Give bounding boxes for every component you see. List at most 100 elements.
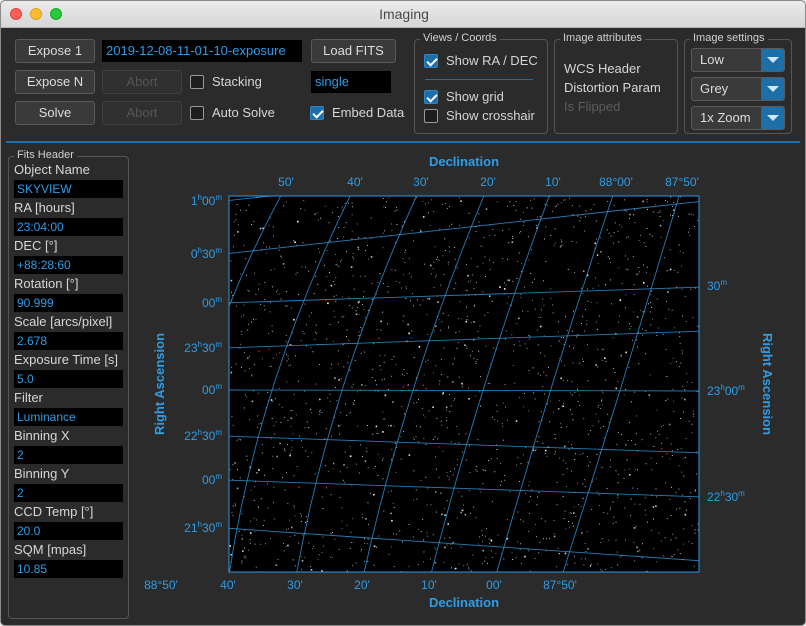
ra-grid-line (229, 435, 699, 454)
bottom-tick-label: 88°50' (144, 578, 178, 592)
right-tick-label: 22h30m (707, 489, 745, 504)
fits-label-6: Filter (14, 390, 43, 405)
top-tick-label: 10' (545, 175, 561, 189)
fits-value-0: SKYVIEW (14, 180, 123, 198)
dec-grid-line (496, 196, 614, 572)
fits-label-3: Rotation [°] (14, 276, 79, 291)
views-coords-title: Views / Coords (420, 32, 500, 44)
ra-grid-line (229, 330, 699, 349)
ra-grid-line (229, 201, 699, 254)
star-field (229, 196, 699, 572)
bottom-tick-label: 10' (421, 578, 437, 592)
image-plot[interactable]: 50' 40' 30' 20' 10' 88°00' 87°50' 88°50' 40' 30'… (136, 149, 801, 619)
left-tick-label: 0h30m (191, 246, 223, 261)
is-flipped-indicator: Is Flipped (564, 99, 621, 114)
fits-label-9: CCD Temp [°] (14, 504, 94, 519)
minimize-window-button[interactable] (30, 8, 42, 20)
fits-value-7: 2 (14, 446, 123, 464)
right-tick-label: 23h00m (707, 383, 745, 398)
top-tick-label: 40' (347, 175, 363, 189)
bottom-tick-label: 40' (220, 578, 236, 592)
show-grid-checkbox[interactable] (424, 90, 438, 104)
load-fits-button[interactable]: Load FITS (311, 39, 396, 63)
left-tick-label: 00m (202, 382, 222, 397)
mode-input[interactable]: single (311, 71, 391, 93)
fits-label-10: SQM [mpas] (14, 542, 87, 557)
fits-label-2: DEC [°] (14, 238, 58, 253)
abort-solve-button[interactable]: Abort (102, 101, 182, 125)
dec-grid-line (296, 196, 417, 572)
bottom-tick-label: 20' (354, 578, 370, 592)
left-tick-label: 21h30m (184, 520, 222, 535)
show-radec-checkbox[interactable] (424, 54, 438, 68)
filename-input[interactable]: 2019-12-08-11-01-10-exposure (102, 40, 302, 62)
fits-value-5: 5.0 (14, 370, 123, 388)
fits-label-5: Exposure Time [s] (14, 352, 119, 367)
fits-value-1: 23:04:00 (14, 218, 123, 236)
close-window-button[interactable] (10, 8, 22, 20)
right-tick-label: 30m (707, 278, 727, 293)
left-tick-label: 1h00m (191, 193, 223, 208)
left-ticks: 1h00m 0h30m 00m 23h30m 00m 22h30m 00m 21h30m (184, 193, 222, 535)
image-frame (228, 195, 700, 573)
dec-grid-line (363, 196, 485, 572)
toolbar-separator (6, 141, 800, 143)
ra-grid-line (229, 479, 699, 498)
expose-1-button[interactable]: Expose 1 (15, 39, 95, 63)
bottom-axis-title: Declination (429, 595, 499, 610)
dec-grid-line (431, 196, 550, 572)
ra-grid-line (229, 286, 699, 304)
image-attributes-group: Image attributes WCS Header Distortion P… (554, 32, 678, 134)
fits-value-3: 90.999 (14, 294, 123, 312)
star-image[interactable] (229, 196, 699, 572)
fits-value-6: Luminance (14, 408, 123, 426)
title-bar[interactable]: Imaging (1, 1, 805, 28)
expose-n-button[interactable]: Expose N (15, 70, 95, 94)
fits-label-8: Binning Y (14, 466, 70, 481)
top-tick-label: 88°00' (599, 175, 633, 189)
left-axis-title: Right Ascension (152, 333, 167, 435)
embed-data-label: Embed Data (332, 105, 405, 120)
left-tick-label: 23h30m (184, 340, 222, 355)
abort-expose-button[interactable]: Abort (102, 70, 182, 94)
bottom-tick-label: 30' (287, 578, 303, 592)
auto-solve-checkbox[interactable] (190, 106, 204, 120)
stacking-checkbox[interactable] (190, 75, 204, 89)
show-crosshair-label: Show crosshair (446, 108, 535, 123)
top-ticks: 50' 40' 30' 20' 10' 88°00' 87°50' (278, 175, 699, 189)
solve-button[interactable]: Solve (15, 101, 95, 125)
bottom-ticks: 88°50' 40' 30' 20' 10' 00' 87°50' (144, 578, 577, 592)
top-axis-title: Declination (429, 154, 499, 169)
maximize-window-button[interactable] (50, 8, 62, 20)
left-tick-label: 00m (202, 295, 222, 310)
stacking-label: Stacking (212, 74, 262, 89)
stretch-value: Low (700, 52, 724, 67)
fits-header-title: Fits Header (14, 149, 77, 161)
left-tick-label: 00m (202, 472, 222, 487)
fits-label-7: Binning X (14, 428, 70, 443)
auto-solve-label: Auto Solve (212, 105, 275, 120)
zoom-select[interactable]: 1x Zoom (691, 106, 785, 130)
plot-svg: 50' 40' 30' 20' 10' 88°00' 87°50' 88°50' 40' 30'… (144, 154, 775, 610)
show-radec-label: Show RA / DEC (446, 53, 538, 68)
left-tick-label: 22h30m (184, 428, 222, 443)
chevron-down-icon (761, 49, 784, 71)
chevron-down-icon (761, 107, 784, 129)
chevron-down-icon (761, 78, 784, 100)
image-settings-group: Image settings Low Grey 1x Zoom (684, 32, 792, 134)
window-title: Imaging (379, 6, 429, 22)
show-grid-label: Show grid (446, 89, 504, 104)
bottom-tick-label: 00' (486, 578, 502, 592)
image-attributes-title: Image attributes (560, 32, 645, 44)
stretch-select[interactable]: Low (691, 48, 785, 72)
embed-data-checkbox[interactable] (310, 106, 324, 120)
ra-grid-line (229, 389, 699, 392)
color-select[interactable]: Grey (691, 77, 785, 101)
dec-grid-line (562, 196, 680, 572)
distortion-param-indicator: Distortion Param (564, 80, 661, 95)
fits-value-2: +88:28:60 (14, 256, 123, 274)
views-divider (425, 79, 533, 80)
show-crosshair-checkbox[interactable] (424, 109, 438, 123)
fits-value-4: 2.678 (14, 332, 123, 350)
